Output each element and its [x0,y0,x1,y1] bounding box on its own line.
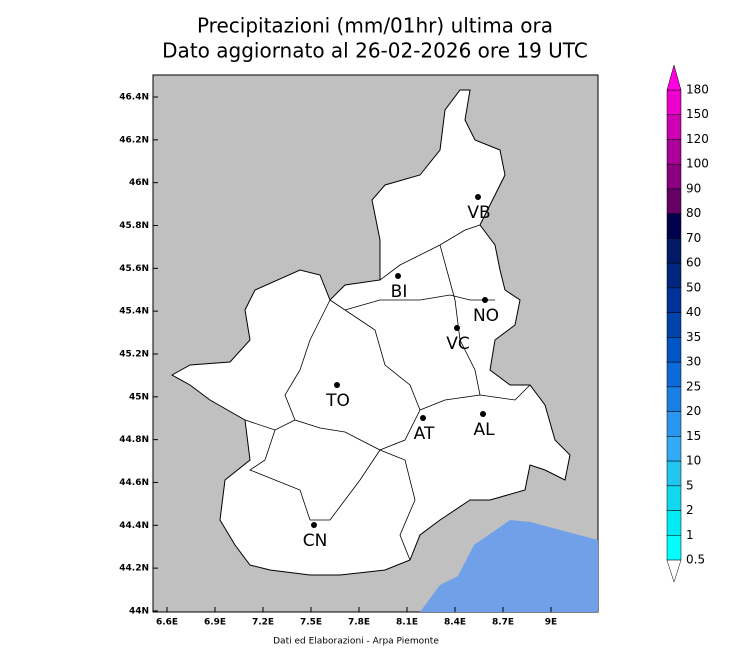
lat-tick-label: 44.4N [119,521,149,531]
colorbar: 180 150 120 100 90 80 70 60 50 40 35 30 25 20 15 10 5 2 1 0… [666,64,709,583]
colorbar-label: 40 [686,305,701,319]
colorbar-box [666,163,682,190]
lon-tick-label: 6.6E [156,618,178,628]
colorbar-label: 5 [686,478,694,492]
colorbar-box [666,262,682,289]
lat-tick-label: 45.4N [119,307,149,317]
colorbar-box [666,337,682,363]
colorbar-label: 180 [686,83,709,97]
province-borders [244,224,531,561]
colorbar-label: 0.5 [686,553,705,567]
lat-tick-label: 45.2N [119,349,149,359]
colorbar-box [666,510,682,536]
city-label: VB [467,203,490,223]
colorbar-box [666,287,682,313]
colorbar-label: 120 [686,132,709,146]
colorbar-label: 25 [686,379,701,393]
title: Precipitazioni (mm/01hr) ultima ora [197,14,553,38]
colorbar-label: 90 [686,181,701,195]
colorbar-box [666,213,682,239]
footer: Dati ed Elaborazioni - Arpa Piemonte [273,637,439,647]
colorbar-label: 80 [686,206,701,220]
city-label: CN [303,531,328,551]
lon-tick-label: 7.2E [252,618,274,628]
region [170,89,571,576]
lon-tick-label: 8.4E [444,618,466,628]
sea [420,520,598,612]
city-dot [454,325,460,331]
map [152,74,599,613]
lon-tick-label: 8.1E [396,618,418,628]
subtitle: Dato aggiornato al 26-02-2026 ore 19 UTC [162,39,588,63]
colorbar-label: 60 [686,256,701,270]
colorbar-box [666,238,682,264]
lat-tick-label: 46.2N [119,135,149,145]
lon-tick-label: 7.8E [348,618,370,628]
colorbar-box [666,361,682,388]
city-dot [482,297,488,303]
city-dot [311,522,317,528]
city-dot [334,382,340,388]
lat-tick-label: 45.6N [119,264,149,274]
lon-tick-label: 7.5E [300,618,322,628]
lon-tick-label: 8.7E [492,618,514,628]
colorbar-box [666,535,682,561]
colorbar-box [666,312,682,338]
city-dot [420,415,426,421]
city-dot [475,194,481,200]
colorbar-label: 50 [686,280,701,294]
colorbar-label: 100 [686,157,709,171]
city-dot [395,273,401,279]
city-label: TO [325,391,350,411]
colorbar-label: 70 [686,231,701,245]
city-label: BI [391,282,408,302]
colorbar-box [666,485,682,511]
colorbar-label: 2 [686,503,694,517]
colorbar-box [666,411,682,437]
colorbar-box [666,460,682,487]
lon-tick-label: 6.9E [204,618,226,628]
lon-tick-label: 9E [545,618,557,628]
colorbar-label: 30 [686,355,701,369]
lat-tick-label: 45.8N [119,221,149,231]
colorbar-label: 10 [686,454,701,468]
colorbar-top [666,64,682,91]
colorbar-box [666,436,682,462]
city-label: AT [414,424,435,444]
colorbar-label: 150 [686,107,709,121]
city-dot [480,411,486,417]
lat-tick-label: 44N [129,606,149,616]
lat-tick-label: 46.4N [119,93,149,103]
colorbar-box [666,188,682,214]
colorbar-box [666,114,682,140]
colorbar-box [666,89,682,115]
lat-tick-label: 44.8N [119,435,149,445]
colorbar-box [666,386,682,412]
lat-tick-label: 44.2N [119,564,149,574]
colorbar-label: 35 [686,330,701,344]
lat-tick-label: 44.6N [119,478,149,488]
city-label: VC [446,334,470,354]
colorbar-label: 15 [686,429,701,443]
city-label: NO [473,306,499,326]
colorbar-bottom [666,559,682,583]
lat-tick-label: 46N [129,178,149,188]
lat-tick-label: 45N [129,392,149,402]
colorbar-box [666,139,682,165]
colorbar-label: 1 [686,528,694,542]
colorbar-label: 20 [686,404,701,418]
city-label: AL [473,420,495,440]
